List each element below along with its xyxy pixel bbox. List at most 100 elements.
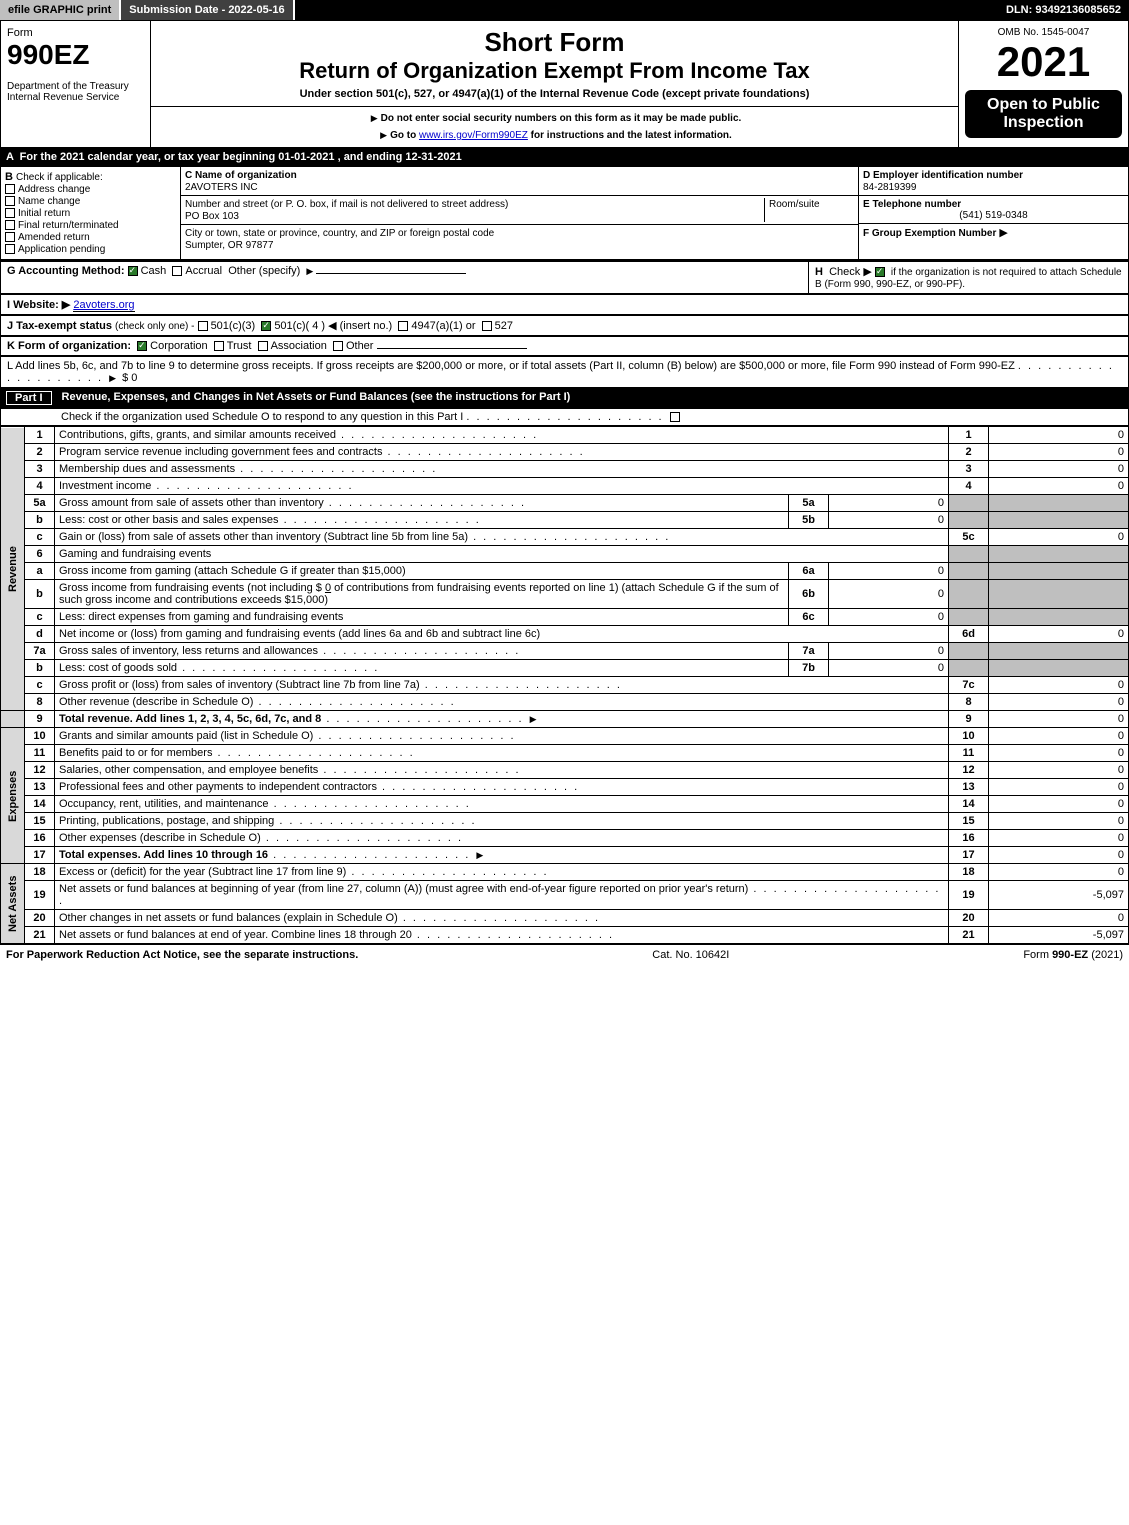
- j-note: (check only one) -: [115, 321, 194, 332]
- shade-cell: [989, 660, 1129, 677]
- expenses-side-label: Expenses: [1, 728, 25, 864]
- cb-schedule-o[interactable]: [670, 412, 680, 422]
- line-num: 14: [25, 796, 55, 813]
- cb-name-change[interactable]: [5, 196, 15, 206]
- cb-cash[interactable]: [128, 266, 138, 276]
- gh-row: G Accounting Method: Cash Accrual Other …: [0, 260, 1129, 294]
- opt-name-change: Name change: [18, 196, 80, 207]
- cb-corporation[interactable]: [137, 341, 147, 351]
- dots: [253, 696, 455, 708]
- k-trust: Trust: [227, 340, 252, 352]
- cb-501c3[interactable]: [198, 321, 208, 331]
- section-b: B Check if applicable: Address change Na…: [1, 167, 181, 259]
- cb-initial-return[interactable]: [5, 208, 15, 218]
- line-ref: 5c: [949, 529, 989, 546]
- line-num: b: [25, 580, 55, 609]
- cb-other-org[interactable]: [333, 341, 343, 351]
- section-j: J Tax-exempt status (check only one) - 5…: [0, 315, 1129, 336]
- line-num: 21: [25, 927, 55, 944]
- line-desc-6b-a: Gross income from fundraising events (no…: [59, 582, 322, 594]
- dots: [398, 912, 600, 924]
- line-desc: Gaming and fundraising events: [59, 548, 211, 560]
- line-ref: 17: [949, 847, 989, 864]
- line-value: -5,097: [989, 927, 1129, 944]
- part1-check-text: Check if the organization used Schedule …: [61, 411, 463, 423]
- line-num: 6: [25, 546, 55, 563]
- phone-value: (541) 519-0348: [863, 210, 1124, 221]
- dots: [466, 411, 663, 423]
- i-label: I Website: ▶: [7, 299, 70, 311]
- dots: [318, 645, 520, 657]
- line-num: a: [25, 563, 55, 580]
- table-row: 5a Gross amount from sale of assets othe…: [1, 495, 1129, 512]
- line-desc: Gross sales of inventory, less returns a…: [59, 645, 318, 657]
- line-num: 1: [25, 427, 55, 444]
- cb-final-return[interactable]: [5, 220, 15, 230]
- irs-link[interactable]: www.irs.gov/Form990EZ: [419, 130, 528, 141]
- j-501c: 501(c)( 4 ) ◀ (insert no.): [274, 320, 392, 332]
- j-4947: 4947(a)(1) or: [411, 320, 475, 332]
- k-assoc: Association: [271, 340, 327, 352]
- line-num: 5a: [25, 495, 55, 512]
- line-desc: Other expenses (describe in Schedule O): [59, 832, 261, 844]
- website-link[interactable]: 2avoters.org: [73, 299, 134, 312]
- line-ref: 2: [949, 444, 989, 461]
- top-bar: efile GRAPHIC print Submission Date - 20…: [0, 0, 1129, 20]
- dots: [235, 463, 437, 475]
- cb-trust[interactable]: [214, 341, 224, 351]
- line-ref: 4: [949, 478, 989, 495]
- cb-schedule-b[interactable]: [875, 267, 885, 277]
- table-row: 15 Printing, publications, postage, and …: [1, 813, 1129, 830]
- dots: [420, 679, 622, 691]
- line-value: 0: [989, 694, 1129, 711]
- f-label: F Group Exemption Number: [863, 228, 996, 239]
- line-value: 0: [989, 677, 1129, 694]
- c-street-label: Number and street (or P. O. box, if mail…: [185, 199, 508, 210]
- table-row: 9 Total revenue. Add lines 1, 2, 3, 4, 5…: [1, 711, 1129, 728]
- g-other: Other (specify): [228, 265, 300, 277]
- part1-table: Revenue 1 Contributions, gifts, grants, …: [0, 426, 1129, 944]
- cb-application-pending[interactable]: [5, 244, 15, 254]
- warn-goto-prefix: Go to: [390, 130, 419, 141]
- line-num: 12: [25, 762, 55, 779]
- line-ref: 8: [949, 694, 989, 711]
- cb-amended-return[interactable]: [5, 232, 15, 242]
- cb-4947a1[interactable]: [398, 321, 408, 331]
- line-num: 19: [25, 881, 55, 910]
- dots: [468, 531, 670, 543]
- table-row: b Gross income from fundraising events (…: [1, 580, 1129, 609]
- k-other-input[interactable]: [377, 348, 527, 349]
- table-row: b Less: cost or other basis and sales ex…: [1, 512, 1129, 529]
- sub-box: 6c: [789, 609, 829, 626]
- l-amount: $ 0: [122, 372, 137, 384]
- cb-address-change[interactable]: [5, 184, 15, 194]
- h-check-text: Check ▶: [829, 266, 872, 278]
- omb-number: OMB No. 1545-0047: [965, 27, 1122, 38]
- cb-501c[interactable]: [261, 321, 271, 331]
- subtitle: Under section 501(c), 527, or 4947(a)(1)…: [157, 88, 952, 100]
- line-value: 0: [989, 728, 1129, 745]
- efile-print-button[interactable]: efile GRAPHIC print: [0, 0, 121, 20]
- footer-left: For Paperwork Reduction Act Notice, see …: [6, 949, 358, 961]
- g-other-input[interactable]: [316, 273, 466, 274]
- g-label: G Accounting Method:: [7, 265, 125, 277]
- line-desc: Program service revenue including govern…: [59, 446, 382, 458]
- j-501c3: 501(c)(3): [211, 320, 256, 332]
- line-num: 2: [25, 444, 55, 461]
- line-num: b: [25, 660, 55, 677]
- cb-accrual[interactable]: [172, 266, 182, 276]
- page-footer: For Paperwork Reduction Act Notice, see …: [0, 944, 1129, 965]
- cb-association[interactable]: [258, 341, 268, 351]
- dots: [321, 713, 523, 725]
- section-i: I Website: ▶ 2avoters.org: [0, 294, 1129, 315]
- shade-cell: [989, 563, 1129, 580]
- line-desc: Total expenses. Add lines 10 through 16: [59, 849, 268, 861]
- cb-527[interactable]: [482, 321, 492, 331]
- part1-label: Part I: [6, 391, 52, 405]
- table-row: 11 Benefits paid to or for members 11 0: [1, 745, 1129, 762]
- line-num: 16: [25, 830, 55, 847]
- line-value: 0: [989, 711, 1129, 728]
- table-row: 3 Membership dues and assessments 3 0: [1, 461, 1129, 478]
- tax-year: 2021: [965, 38, 1122, 86]
- line-value: 0: [989, 910, 1129, 927]
